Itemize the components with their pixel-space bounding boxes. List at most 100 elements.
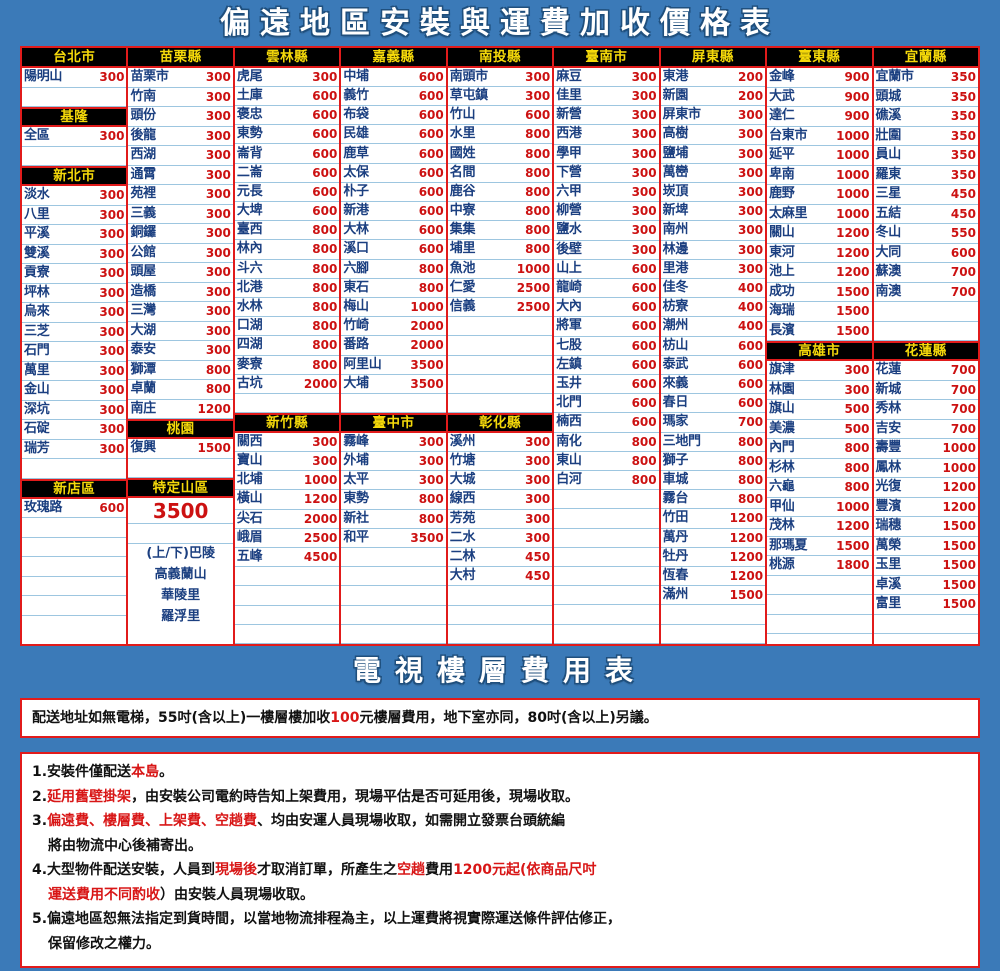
price-row: 太保 600 (341, 164, 446, 183)
price-row: 中寮 800 (447, 202, 553, 222)
price-row: 頭城 350 (873, 88, 978, 107)
price-value: 800 (738, 453, 764, 468)
location-name: 梅山 (343, 299, 369, 315)
price-value: 600 (418, 223, 444, 238)
location-name: 萬巒 (662, 164, 689, 180)
price-value: 300 (205, 167, 231, 182)
price-value: 1500 (942, 597, 976, 612)
price-value: 800 (525, 204, 551, 219)
location-name: 東港 (662, 68, 689, 84)
price-row: 枋山 600 (660, 337, 766, 356)
price-row: 萬里 300 (22, 362, 127, 381)
price-value: 1200 (836, 265, 870, 280)
location-name: 線西 (449, 491, 476, 507)
price-row: 霧峰 300 (341, 433, 446, 452)
price-row: 後壁 300 (554, 241, 659, 260)
location-name: 延平 (769, 147, 795, 163)
price-value: 800 (525, 242, 551, 257)
empty-row (234, 606, 340, 625)
location-name: 來義 (662, 376, 689, 392)
location-name: 枋山 (662, 337, 689, 353)
price-value: 800 (418, 492, 444, 507)
price-value: 1200 (836, 226, 870, 241)
location-name: 將軍 (556, 318, 582, 334)
price-row: 竹崎 2000 (341, 317, 446, 337)
price-row: 來義 600 (660, 375, 766, 395)
price-row: 新園 200 (660, 87, 766, 107)
price-row: 三義 300 (128, 205, 233, 224)
price-row: 銅鑼 300 (128, 224, 233, 244)
price-row: 義竹 600 (341, 87, 446, 107)
location-name: 水林 (236, 299, 263, 315)
price-row: 瑪家 700 (660, 413, 766, 433)
price-value: 300 (99, 188, 125, 203)
price-row: 六甲 300 (554, 183, 659, 203)
price-row: 雙溪 300 (22, 245, 127, 264)
location-name: 新社 (343, 510, 369, 526)
page-title: 偏遠地區安裝與運費加收價格表 (220, 6, 780, 41)
price-value: 1500 (942, 538, 976, 553)
price-value: 300 (418, 434, 444, 449)
price-value: 300 (525, 530, 551, 545)
price-value: 600 (738, 396, 764, 411)
location-name: 苑裡 (130, 186, 156, 202)
location-name: 南州 (662, 222, 689, 238)
location-name: 土庫 (236, 87, 263, 103)
price-value: 700 (950, 363, 976, 378)
price-value: 800 (631, 453, 657, 468)
location-name: 達仁 (769, 108, 795, 124)
price-value: 300 (312, 434, 338, 449)
price-row: 旗津 300 (767, 361, 872, 381)
empty-row (341, 394, 446, 414)
price-value: 600 (631, 357, 657, 372)
region-header: 臺東縣 (767, 48, 872, 68)
region-header: 屏東縣 (660, 48, 766, 68)
price-value: 300 (205, 128, 231, 143)
price-value: 600 (950, 245, 976, 260)
price-row: 東港 200 (660, 68, 766, 87)
location-name: 萬里 (24, 362, 50, 378)
price-row: 鳳林 1000 (873, 459, 978, 478)
price-row: 魚池 1000 (447, 260, 553, 279)
price-row: 壽豐 1000 (873, 439, 978, 459)
empty-row (234, 394, 340, 414)
price-value: 300 (99, 266, 125, 281)
location-name: 冬山 (875, 225, 902, 241)
price-row: 楠西 600 (554, 413, 659, 433)
price-row: 後龍 300 (128, 127, 233, 146)
price-row: 春日 600 (660, 394, 766, 414)
location-name: 大同 (875, 244, 902, 260)
term-line: 5.偏遠地區恕無法指定到貨時間，以當地物流排程為主，以上運費將視實際運送條件評估… (32, 907, 968, 932)
location-name: 六腳 (343, 260, 369, 276)
price-row: 尖石 2000 (234, 510, 340, 529)
price-row: 溪州 300 (447, 433, 553, 452)
price-value: 300 (99, 129, 125, 144)
price-row: 西湖 300 (128, 146, 233, 166)
location-name: 八里 (24, 206, 50, 222)
empty-row (22, 459, 127, 479)
price-value: 2500 (516, 300, 551, 315)
price-value: 1500 (942, 558, 976, 573)
region-header: 台北市 (22, 48, 127, 68)
price-row: 枋寮 400 (660, 298, 766, 318)
price-value: 600 (312, 88, 338, 103)
price-value: 600 (631, 377, 657, 392)
price-value: 500 (844, 402, 870, 417)
price-row: 五結 450 (873, 205, 978, 224)
price-value: 550 (950, 226, 976, 241)
price-row: 柳營 300 (554, 202, 659, 222)
price-row: 石門 300 (22, 342, 127, 362)
location-name: 石門 (24, 343, 50, 359)
location-name: 北港 (236, 279, 263, 295)
price-row: 卓蘭 800 (128, 380, 233, 400)
price-row: 車城 800 (660, 471, 766, 491)
location-name: 元長 (236, 183, 263, 199)
location-name: 卓溪 (875, 576, 902, 592)
price-row: 仁愛 2500 (447, 279, 553, 298)
empty-row (660, 605, 766, 625)
location-name: 三星 (875, 186, 902, 202)
location-name: 造橋 (130, 283, 156, 299)
price-row: 二林 450 (447, 548, 553, 568)
price-row: 坪林 300 (22, 284, 127, 303)
price-value: 600 (631, 261, 657, 276)
